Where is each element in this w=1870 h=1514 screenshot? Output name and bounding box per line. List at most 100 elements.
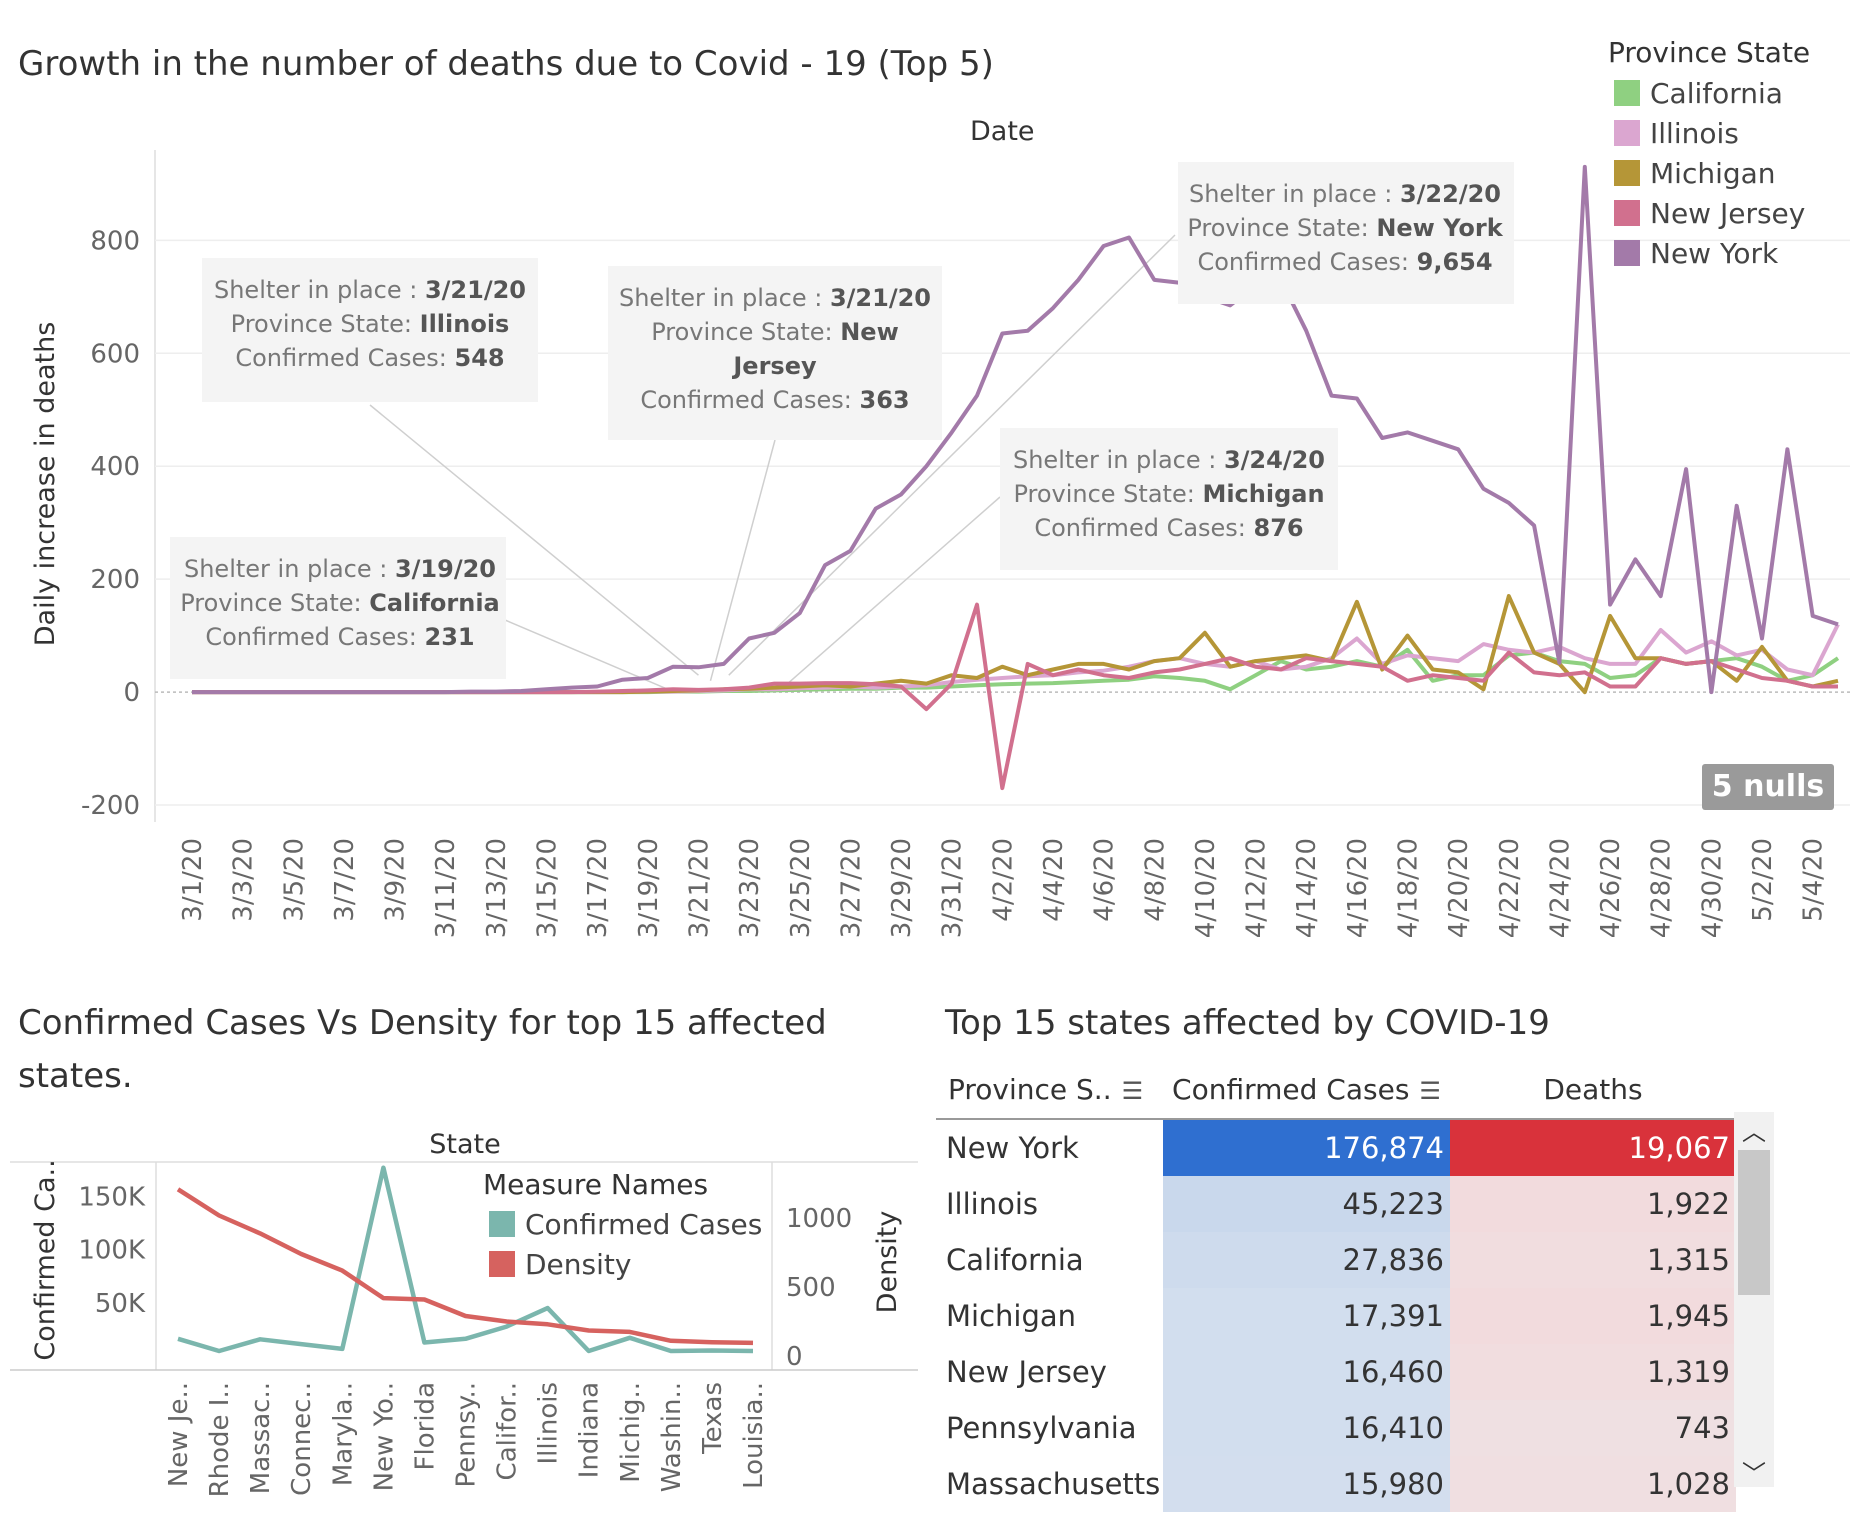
annotation-line: Province State: California [180, 589, 500, 617]
x-tick-label: 3/13/20 [482, 838, 512, 938]
table-row[interactable]: California 27,836 1,315 [936, 1232, 1736, 1288]
legend-label[interactable]: Illinois [1650, 117, 1739, 150]
y-right-tick-label: 0 [786, 1342, 803, 1372]
cell-confirmed-cases: 17,391 [1163, 1288, 1450, 1344]
cell-confirmed-cases: 45,223 [1163, 1176, 1450, 1232]
column-header-confirmed-cases[interactable]: Confirmed Cases ☰ [1163, 1061, 1450, 1120]
annotation-value: 9,654 [1417, 248, 1493, 276]
x-tick-label: 3/29/20 [887, 838, 917, 938]
x-tick-label: 4/8/20 [1140, 838, 1170, 922]
cell-deaths: 19,067 [1450, 1119, 1736, 1176]
table-row[interactable]: Massachusetts 15,980 1,028 [936, 1456, 1736, 1512]
legend-swatch[interactable] [1614, 80, 1640, 106]
cell-state: Illinois [946, 1187, 1039, 1221]
x-category-label: Michig.. [616, 1382, 646, 1483]
x-tick-label: 3/9/20 [381, 838, 411, 922]
x-category-label: Maryla.. [328, 1382, 358, 1486]
legend-swatch[interactable] [489, 1211, 515, 1237]
x-tick-label: 3/5/20 [279, 838, 309, 922]
x-category-label: Texas [698, 1382, 728, 1455]
annotation-value: New York [1376, 214, 1503, 242]
x-tick-label: 3/31/20 [938, 838, 968, 938]
annotation-value: Michigan [1202, 480, 1324, 508]
legend-label[interactable]: New York [1650, 237, 1779, 270]
y-tick-label: -200 [81, 791, 140, 821]
annotation-line: Confirmed Cases: 876 [1034, 514, 1303, 542]
legend-swatch[interactable] [1614, 120, 1640, 146]
annotation-label: Shelter in place : [1013, 446, 1224, 474]
annotation-label: Confirmed Cases: [235, 344, 454, 372]
column-header-deaths[interactable]: Deaths [1450, 1061, 1736, 1120]
x-tick-label: 3/17/20 [583, 838, 613, 938]
cell-state: New Jersey [946, 1355, 1107, 1389]
table-row[interactable]: Pennsylvania 16,410 743 [936, 1400, 1736, 1456]
annotation-label: Confirmed Cases: [640, 386, 859, 414]
density-chart-title-line1: Confirmed Cases Vs Density for top 15 af… [18, 1003, 827, 1043]
y-right-tick-label: 1000 [786, 1204, 852, 1234]
x-tick-label: 4/24/20 [1545, 838, 1575, 938]
legend-label[interactable]: California [1650, 77, 1783, 110]
scroll-down-icon[interactable]: ﹀ [1742, 1460, 1766, 1488]
annotation-line: Shelter in place : 3/22/20 [1189, 180, 1501, 208]
legend-title: Measure Names [483, 1168, 708, 1201]
density-chart: State 50K 100K 150K 0 500 1000 Confirmed Ca.. De… [10, 1129, 918, 1497]
sort-icon[interactable]: ☰ [1419, 1077, 1441, 1105]
cell-deaths: 743 [1450, 1400, 1736, 1456]
x-category-label: Connec.. [287, 1382, 317, 1496]
series-line-new-york[interactable] [192, 164, 1839, 695]
annotation-label: Province State: [1187, 214, 1376, 242]
x-category-label: Massac.. [246, 1382, 276, 1494]
x-category-label: New Yo.. [369, 1382, 399, 1491]
annotation-line: Confirmed Cases: 548 [235, 344, 504, 372]
y-tick-label: 200 [90, 565, 140, 595]
x-category-label: New Je.. [164, 1382, 194, 1487]
x-category-label: Florida [410, 1382, 440, 1470]
density-chart-y-right-label: Density [872, 1211, 903, 1314]
annotation-line: Shelter in place : 3/24/20 [1013, 446, 1325, 474]
null-values-badge[interactable]: 5 nulls [1702, 764, 1834, 810]
annotation-label: Province State: [1013, 480, 1202, 508]
annotation-line: Jersey [731, 352, 817, 380]
x-tick-label: 3/27/20 [836, 838, 866, 938]
column-header-confirmed-cases-label: Confirmed Cases [1172, 1073, 1410, 1106]
x-tick-label: 4/22/20 [1495, 838, 1525, 938]
annotation-label: Confirmed Cases: [205, 623, 424, 651]
table-row[interactable]: Illinois 45,223 1,922 [936, 1176, 1736, 1232]
annotation-label: Shelter in place : [619, 284, 830, 312]
annotation-leader-line [709, 439, 776, 682]
legend-label[interactable]: Michigan [1650, 157, 1776, 190]
y-left-tick-label: 150K [78, 1182, 146, 1212]
x-tick-label: 4/12/20 [1242, 838, 1272, 938]
table-row[interactable]: New Jersey 16,460 1,319 [936, 1344, 1736, 1400]
sort-icon[interactable]: ☰ [1121, 1077, 1144, 1105]
annotation-label: Shelter in place : [214, 276, 425, 304]
annotation-line: Shelter in place : 3/21/20 [214, 276, 526, 304]
table-row[interactable]: Michigan 17,391 1,945 [936, 1288, 1736, 1344]
column-header-state[interactable]: Province S.. ☰ [936, 1061, 1163, 1120]
legend-label[interactable]: Confirmed Cases [525, 1208, 762, 1241]
legend-swatch[interactable] [1614, 240, 1640, 266]
legend-swatch[interactable] [489, 1251, 515, 1277]
x-tick-label: 5/4/20 [1799, 838, 1829, 922]
scrollbar-thumb[interactable] [1738, 1150, 1770, 1295]
x-tick-label: 3/25/20 [786, 838, 816, 938]
series-line-confirmed-cases[interactable] [177, 1165, 754, 1354]
x-tick-label: 4/26/20 [1596, 838, 1626, 938]
annotation-value: 363 [860, 386, 910, 414]
x-tick-label: 3/3/20 [229, 838, 259, 922]
legend-swatch[interactable] [1614, 160, 1640, 186]
series-line-density[interactable] [176, 1187, 754, 1346]
legend-swatch[interactable] [1614, 200, 1640, 226]
legend-label[interactable]: Density [525, 1248, 631, 1281]
scroll-up-icon[interactable]: ︿ [1742, 1118, 1766, 1146]
cell-confirmed-cases: 27,836 [1163, 1232, 1450, 1288]
cell-confirmed-cases: 176,874 [1163, 1119, 1450, 1176]
y-tick-label: 800 [90, 226, 140, 256]
table-row[interactable]: New York 176,874 19,067 [936, 1119, 1736, 1176]
cell-deaths: 1,028 [1450, 1456, 1736, 1512]
annotation-leader-line [783, 496, 1001, 688]
legend-label[interactable]: New Jersey [1650, 197, 1805, 230]
cell-confirmed-cases: 16,410 [1163, 1400, 1450, 1456]
